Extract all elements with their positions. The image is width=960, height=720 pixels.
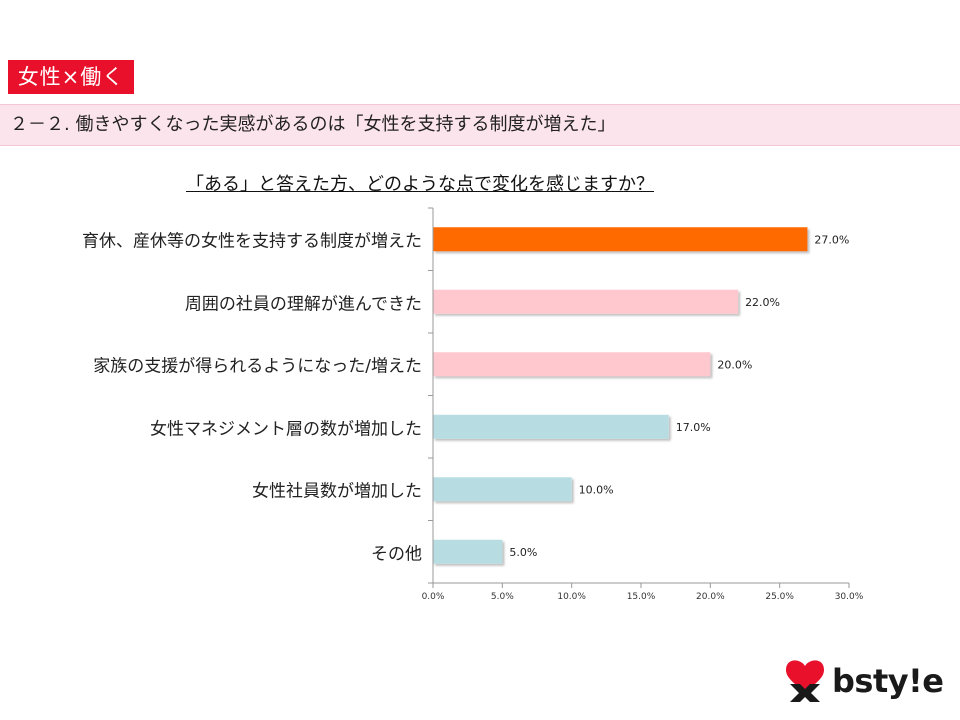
x-tick-label: 15.0% <box>627 592 656 602</box>
category-label: 家族の支援が得られるようになった/増えた <box>93 356 422 377</box>
category-label: 女性社員数が増加した <box>252 481 422 502</box>
bar <box>433 477 572 502</box>
brand-logo: bsty!e <box>780 658 950 704</box>
category-label: 育休、産休等の女性を支持する制度が増えた <box>82 231 422 252</box>
bar-value-label: 17.0% <box>676 421 711 434</box>
category-label: 女性マネジメント層の数が増加した <box>150 419 422 440</box>
x-tick-label: 20.0% <box>696 592 725 602</box>
category-label: その他 <box>371 544 422 565</box>
slide-subtitle: ２－２. 働きやすくなった実感があるのは「女性を支持する制度が増えた」 <box>10 114 616 135</box>
brand-mark-icon <box>786 660 824 702</box>
x-tick-label: 25.0% <box>765 592 794 602</box>
axes-group: 0.0% 5.0% 10.0% 15.0% 20.0% 25.0% 30.0% <box>422 207 864 602</box>
section-tag: 女性×働く <box>8 60 134 94</box>
bar <box>433 352 711 377</box>
x-tick-label: 0.0% <box>422 592 445 602</box>
bar-value-label: 27.0% <box>814 233 849 246</box>
category-label: 周囲の社員の理解が進んできた <box>184 294 422 315</box>
survey-question: 「ある」と答えた方、どのような点で変化を感じますか？ <box>186 174 654 195</box>
bar-value-label: 20.0% <box>717 358 752 371</box>
bar-value-label: 5.0% <box>509 546 537 559</box>
bar-value-label: 10.0% <box>579 483 614 496</box>
bar <box>433 539 503 564</box>
bars-group: 27.0% 22.0% 20.0% 17.0% 10.0% 5.0% <box>433 227 849 564</box>
brand-name: bsty!e <box>832 662 944 700</box>
bar <box>433 227 808 252</box>
bar <box>433 414 669 439</box>
x-tick-label: 5.0% <box>491 592 514 602</box>
subtitle-band: ２－２. 働きやすくなった実感があるのは「女性を支持する制度が増えた」 <box>0 104 960 146</box>
bar-value-label: 22.0% <box>745 296 780 309</box>
bar <box>433 289 739 314</box>
x-tick-label: 30.0% <box>835 592 864 602</box>
x-tick-label: 10.0% <box>557 592 586 602</box>
